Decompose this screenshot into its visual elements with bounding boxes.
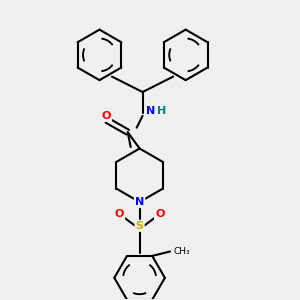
Text: S: S — [136, 221, 144, 231]
Text: O: O — [115, 209, 124, 220]
Text: O: O — [155, 209, 164, 220]
Text: O: O — [102, 111, 111, 121]
Text: N: N — [146, 106, 155, 116]
Text: N: N — [135, 197, 144, 207]
Text: H: H — [157, 106, 167, 116]
Text: CH₃: CH₃ — [174, 247, 190, 256]
